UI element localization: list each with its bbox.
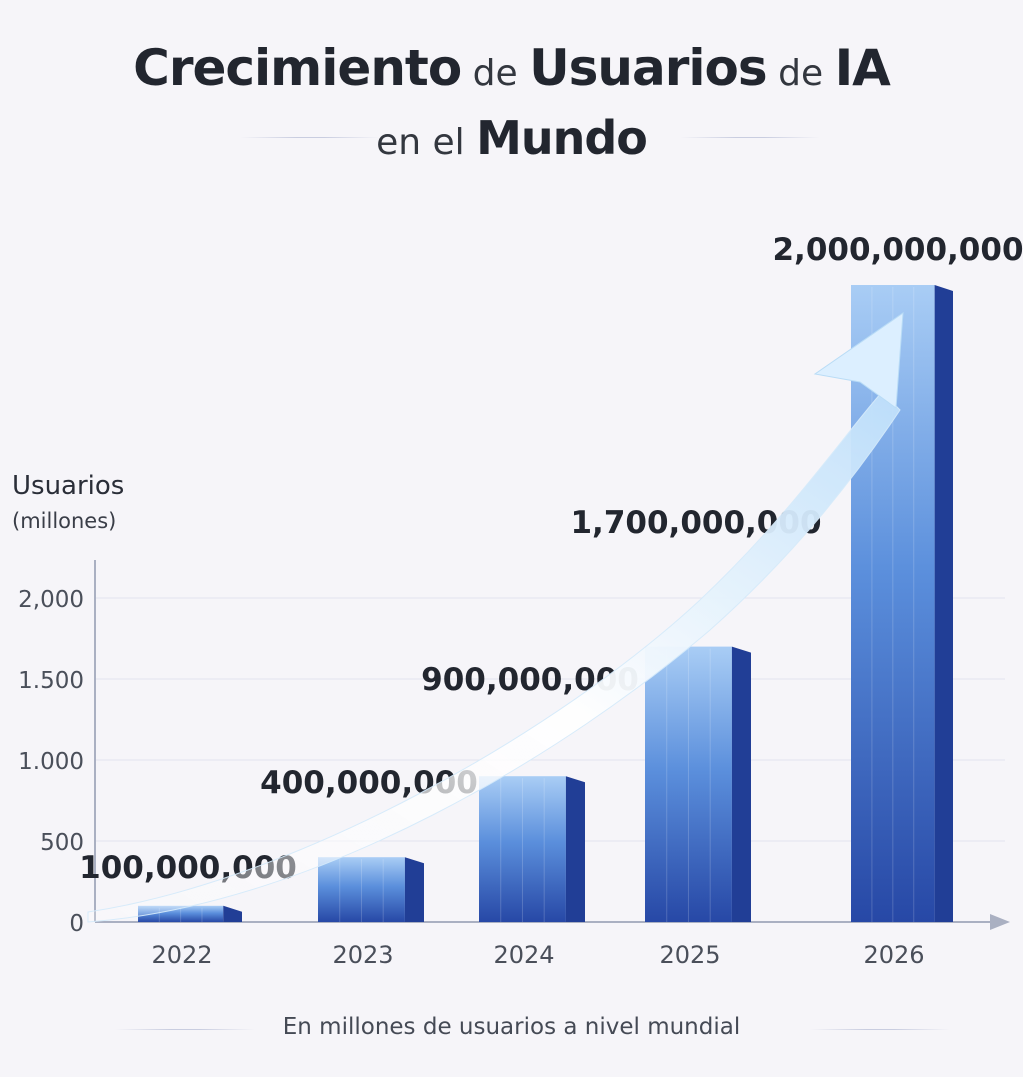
chart-title: Crecimiento de Usuarios de IA en el Mund…	[0, 0, 1023, 180]
footer-note: En millones de usuarios a nivel mundial	[282, 1014, 741, 1040]
trend-arrow	[87, 391, 901, 923]
title-word: de	[766, 53, 835, 94]
bar-side	[223, 905, 242, 922]
title-word: Usuarios	[529, 39, 768, 97]
title-word: IA	[834, 39, 891, 97]
y-axis-sublabel: (millones)	[12, 509, 116, 533]
y-tick-label: 2,000	[18, 587, 84, 613]
bar-side	[731, 646, 751, 922]
bar-side	[565, 776, 585, 922]
title-divider-right	[680, 137, 820, 138]
title-word: Mundo	[476, 111, 648, 165]
title-divider-left	[240, 137, 380, 138]
x-axis-arrowhead	[990, 914, 1010, 930]
bar-side	[404, 857, 424, 922]
y-axis-label: Usuarios	[12, 471, 124, 501]
bar	[479, 776, 566, 922]
x-tick-label: 2023	[332, 941, 393, 969]
x-tick-label: 2026	[863, 941, 924, 969]
y-tick-label: 500	[40, 830, 84, 856]
x-tick-label: 2024	[493, 941, 554, 969]
x-tick-label: 2022	[151, 941, 212, 969]
title-word: en el	[376, 122, 477, 163]
title-word: Crecimiento	[133, 39, 462, 97]
data-label: 2,000,000,000	[772, 232, 1023, 268]
y-tick-label: 0	[69, 911, 84, 937]
footer-divider-right	[810, 1029, 950, 1030]
chart-title-line-1: Crecimiento de Usuarios de IA	[0, 38, 1023, 110]
x-tick-label: 2025	[659, 941, 720, 969]
bar	[645, 646, 732, 922]
y-tick-label: 1.000	[18, 749, 84, 775]
bar-side	[934, 285, 953, 922]
title-word: de	[461, 53, 530, 94]
footer-divider-left	[115, 1029, 255, 1030]
bar-chart: Usuarios (millones) 0 500 1.000 1.500 2,000 202…	[12, 232, 1023, 969]
bar	[318, 857, 405, 922]
trend-arrowhead	[813, 311, 904, 409]
y-tick-label: 1.500	[18, 668, 84, 694]
chart-title-line-2: en el Mundo	[0, 110, 1023, 177]
